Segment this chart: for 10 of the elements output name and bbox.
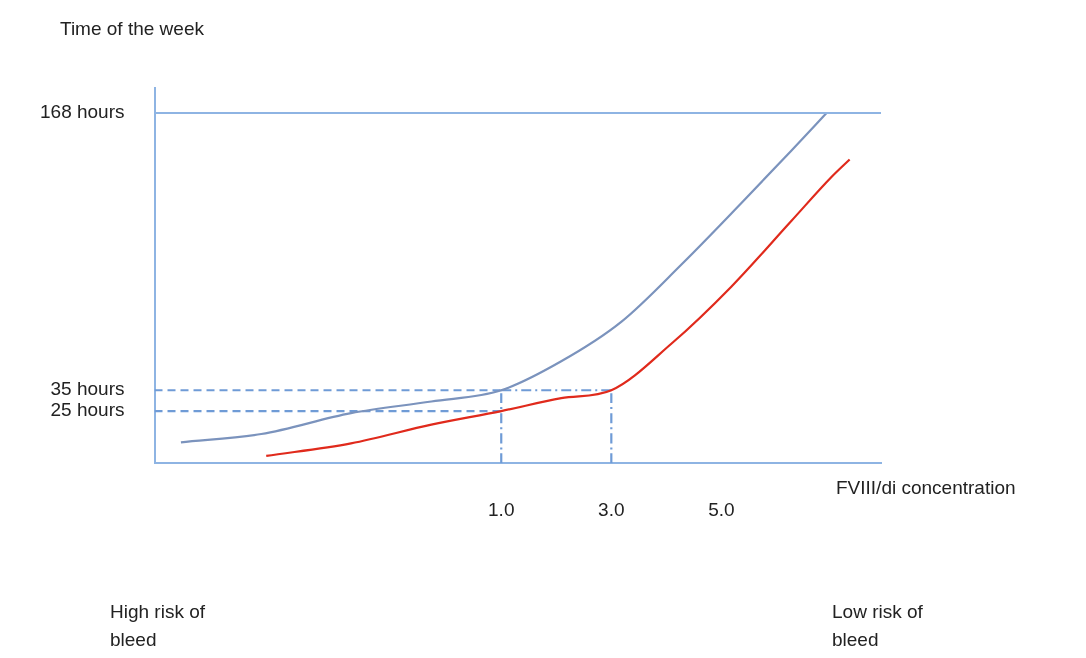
x-tick-label: 3.0 — [598, 498, 625, 520]
y-tick-label: 168 hours — [39, 101, 125, 123]
x-tick-label: 1.0 — [488, 498, 515, 520]
x-tick-label: 5.0 — [708, 498, 735, 520]
y-tick-label: 25 hours — [50, 399, 125, 421]
text: Low risk of bleed — [832, 600, 924, 652]
y-tick-label: 35 hours — [50, 378, 125, 400]
x-axis-title: FVIII/di concentration — [836, 477, 1016, 499]
text: High risk of bleed — [110, 600, 207, 652]
y-axis-title: Time of the week — [60, 18, 205, 40]
